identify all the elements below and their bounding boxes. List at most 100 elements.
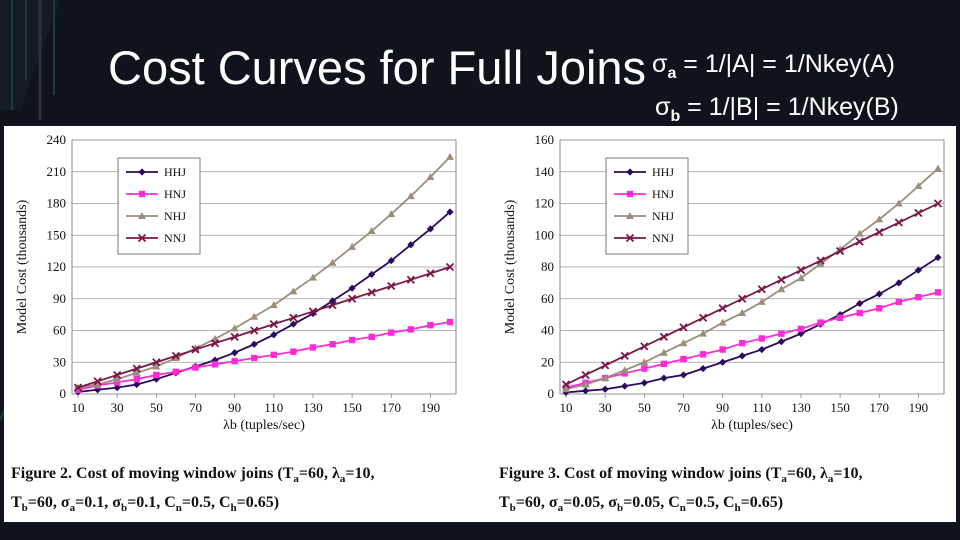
- data-point-nnj: [698, 313, 708, 322]
- data-point-nhj: [679, 339, 688, 347]
- data-point-hhj: [426, 225, 435, 233]
- data-point-nhj: [934, 164, 942, 172]
- data-point-nnj: [933, 199, 943, 208]
- data-point-hhj: [133, 380, 141, 389]
- data-point-hhj: [758, 345, 766, 354]
- data-point-nnj: [347, 294, 357, 303]
- data-point-hnj: [251, 354, 258, 362]
- data-point-hnj: [388, 329, 395, 336]
- data-point-nhj: [387, 210, 396, 218]
- y-tick-label: 160: [535, 132, 555, 147]
- data-point-hhj: [914, 266, 923, 274]
- y-tick-label: 120: [47, 259, 67, 274]
- series-line-nnj: [77, 266, 451, 389]
- data-point-nnj: [561, 380, 571, 389]
- data-point-nhj: [269, 301, 278, 309]
- data-point-hnj: [699, 351, 707, 358]
- data-point-nhj: [308, 273, 317, 281]
- x-tick-label: 10: [560, 400, 573, 415]
- data-point-hnj: [113, 379, 121, 386]
- figure-3-caption: Figure 3. Cost of moving window joins (T…: [499, 465, 863, 515]
- x-tick-label: 150: [342, 400, 362, 415]
- data-point-hnj: [427, 322, 434, 329]
- y-tick-label: 140: [535, 164, 555, 179]
- data-point-nnj: [426, 269, 435, 278]
- data-point-hnj: [368, 333, 375, 341]
- data-point-hnj: [778, 330, 785, 337]
- x-tick-label: 190: [909, 400, 929, 415]
- y-tick-label: 120: [535, 196, 555, 211]
- data-point-nhj: [894, 199, 903, 207]
- data-point-nnj: [73, 383, 83, 392]
- data-point-nnj: [308, 307, 318, 316]
- data-point-hnj: [856, 309, 863, 317]
- x-axis-label: λb (tuples/sec): [711, 418, 793, 433]
- legend-label: NNJ: [164, 231, 186, 245]
- data-point-hhj: [581, 387, 590, 395]
- data-point-hnj: [270, 351, 277, 359]
- x-tick-label: 130: [791, 400, 811, 415]
- data-point-hnj: [153, 371, 160, 379]
- y-axis-label: Model Cost (thousands): [15, 199, 30, 334]
- x-tick-label: 50: [638, 400, 651, 415]
- y-tick-label: 90: [53, 291, 66, 306]
- x-tick-label: 170: [870, 400, 890, 415]
- x-tick-label: 90: [228, 400, 241, 415]
- data-point-nnj: [816, 256, 825, 265]
- x-tick-label: 110: [264, 400, 283, 415]
- x-tick-label: 150: [830, 400, 850, 415]
- data-point-hhj: [446, 208, 454, 216]
- data-point-nhj: [426, 173, 435, 181]
- data-point-nnj: [132, 364, 141, 373]
- data-point-nhj: [914, 182, 923, 190]
- data-point-hnj: [680, 355, 687, 363]
- x-tick-label: 90: [716, 400, 729, 415]
- data-point-hnj: [211, 361, 219, 368]
- y-tick-label: 20: [541, 354, 554, 369]
- series-line-nnj: [565, 202, 939, 386]
- legend-label: NNJ: [652, 231, 674, 245]
- legend-marker: [625, 233, 635, 243]
- x-tick-label: 30: [599, 400, 612, 415]
- legend-label: HHJ: [164, 165, 186, 179]
- data-point-hnj: [133, 375, 140, 383]
- data-point-nnj: [855, 237, 864, 246]
- legend-marker: [137, 233, 147, 243]
- data-point-nnj: [738, 294, 747, 303]
- data-point-nhj: [446, 152, 454, 160]
- data-point-nnj: [777, 275, 786, 284]
- data-point-hhj: [856, 299, 864, 308]
- data-point-hnj: [817, 319, 824, 326]
- data-point-nhj: [581, 380, 590, 388]
- x-tick-label: 130: [303, 400, 323, 415]
- slide-title: Cost Curves for Full Joins: [108, 41, 647, 94]
- data-point-nhj: [875, 215, 884, 223]
- legend-label: HHJ: [652, 165, 674, 179]
- data-point-hnj: [348, 336, 356, 344]
- data-point-nhj: [777, 285, 786, 293]
- data-point-hnj: [719, 346, 726, 353]
- data-point-hnj: [876, 305, 883, 312]
- data-point-nhj: [659, 348, 668, 356]
- data-point-hhj: [660, 374, 668, 382]
- data-point-nhj: [640, 358, 649, 366]
- data-point-nhj: [250, 312, 259, 320]
- data-point-hhj: [719, 358, 727, 366]
- x-tick-label: 70: [189, 400, 202, 415]
- legend-label: HNJ: [164, 187, 186, 201]
- x-tick-label: 30: [111, 400, 124, 415]
- y-tick-label: 30: [53, 354, 66, 369]
- data-point-hnj: [192, 364, 199, 371]
- data-point-hhj: [348, 284, 356, 292]
- data-point-hhj: [270, 331, 278, 339]
- data-point-hhj: [562, 388, 570, 397]
- data-point-hhj: [387, 257, 395, 265]
- data-point-hnj: [621, 370, 628, 377]
- data-point-nhj: [738, 309, 747, 317]
- y-tick-label: 210: [47, 164, 67, 179]
- data-point-nnj: [679, 323, 688, 332]
- data-point-nnj: [230, 332, 239, 341]
- data-point-nnj: [875, 227, 884, 237]
- y-tick-label: 180: [47, 196, 67, 211]
- data-point-hhj: [875, 290, 883, 298]
